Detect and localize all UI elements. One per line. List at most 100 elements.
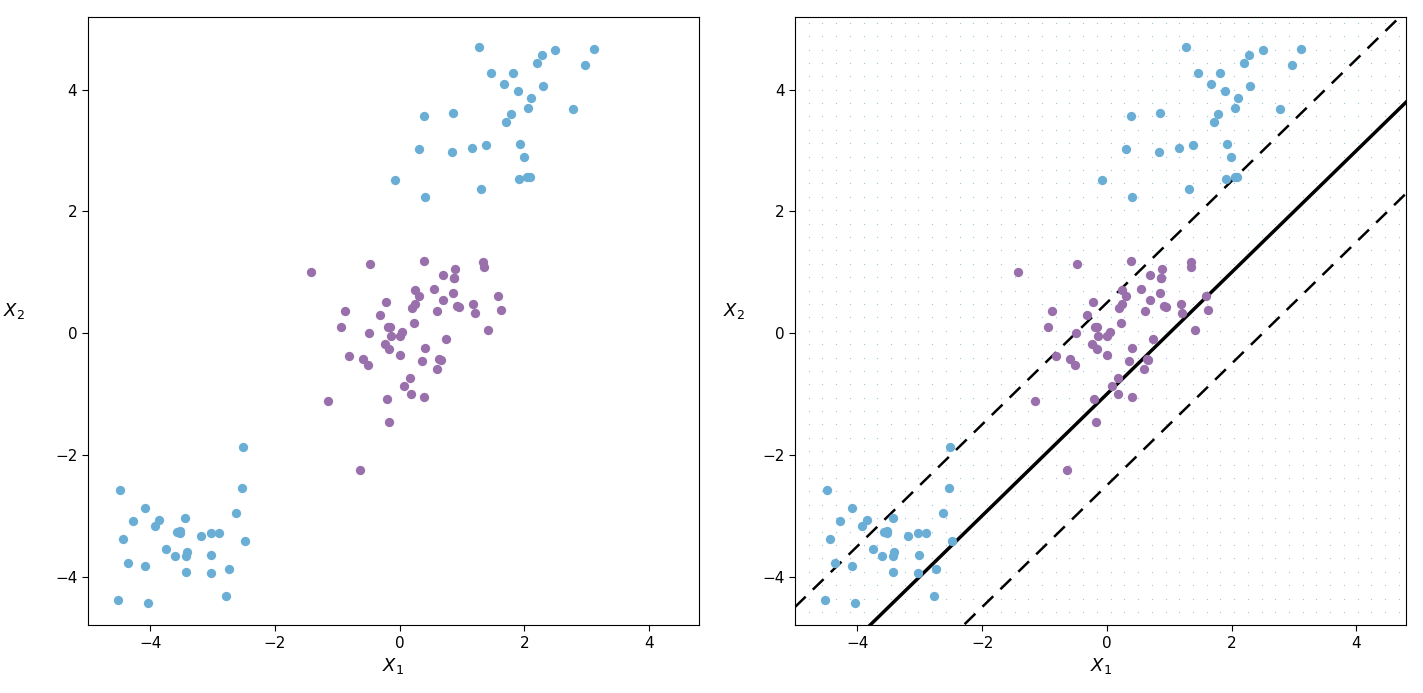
Point [1017,245,1040,256]
Point [824,558,847,569]
Point [1140,513,1163,524]
Point [1402,499,1423,510]
Point [797,312,820,323]
Point [825,58,848,69]
Point [1168,352,1191,363]
Point [1346,446,1369,457]
Point [1195,499,1218,510]
Point [1264,98,1286,109]
Point [1292,459,1315,471]
Point [989,204,1012,216]
Point [989,151,1012,162]
Point [797,191,820,202]
Point [1072,17,1094,28]
Point [825,44,848,55]
Point [1086,553,1109,564]
Point [1210,4,1232,15]
Point [921,553,943,564]
Point [879,459,902,471]
Point [976,4,999,15]
Point [921,312,943,323]
Point [1072,579,1094,590]
Point [1140,285,1163,296]
Point [1387,30,1410,42]
Point [1387,111,1410,122]
Point [1292,84,1315,95]
Point [867,405,889,416]
Point [1387,58,1410,69]
Point [1168,218,1191,229]
Point [1113,473,1136,484]
Point [811,499,834,510]
Point [1154,178,1177,189]
Point [1168,44,1191,55]
Point [976,499,999,510]
Point [784,405,807,416]
Point [1137,355,1160,366]
Point [1346,499,1369,510]
Point [1113,419,1136,430]
Point [1281,59,1303,70]
Point [921,111,943,122]
Point [1360,473,1383,484]
Point [784,446,807,457]
Point [1278,459,1301,471]
Point [1154,17,1177,28]
Point [1387,258,1410,270]
Point [784,111,807,122]
Point [1017,405,1040,416]
Point [1195,164,1218,175]
Point [1181,392,1204,403]
Point [1113,379,1136,390]
Point [121,516,144,527]
Point [852,164,875,175]
Point [1210,419,1232,430]
Point [962,124,985,135]
Point [1305,191,1328,202]
Point [495,116,518,127]
Point [838,539,861,550]
Point [1044,553,1067,564]
Point [867,58,889,69]
Point [1127,285,1150,296]
Point [1030,164,1053,175]
Point [867,17,889,28]
Point [1278,620,1301,631]
Point [1099,218,1121,229]
Point [1154,285,1177,296]
Point [1237,513,1259,524]
Point [1181,231,1204,243]
Point [838,593,861,604]
Point [935,539,958,550]
Point [962,539,985,550]
Point [844,598,867,609]
Point [1360,593,1383,604]
Point [1154,111,1177,122]
Point [976,98,999,109]
Point [1072,4,1094,15]
Point [935,459,958,471]
Point [838,258,861,270]
Point [962,218,985,229]
Point [1127,178,1150,189]
Point [1292,593,1315,604]
Point [1332,473,1355,484]
Point [1140,178,1163,189]
Point [797,272,820,283]
Point [1278,392,1301,403]
Point [1373,513,1396,524]
Point [1154,312,1177,323]
Point [797,405,820,416]
Point [407,290,430,301]
Point [852,178,875,189]
Point [1346,30,1369,42]
Point [784,486,807,497]
Point [879,17,902,28]
Point [1130,283,1153,294]
Point [1086,178,1109,189]
Point [825,111,848,122]
Point [797,325,820,336]
Point [1387,620,1410,631]
Point [1305,285,1328,296]
Point [1181,405,1204,416]
